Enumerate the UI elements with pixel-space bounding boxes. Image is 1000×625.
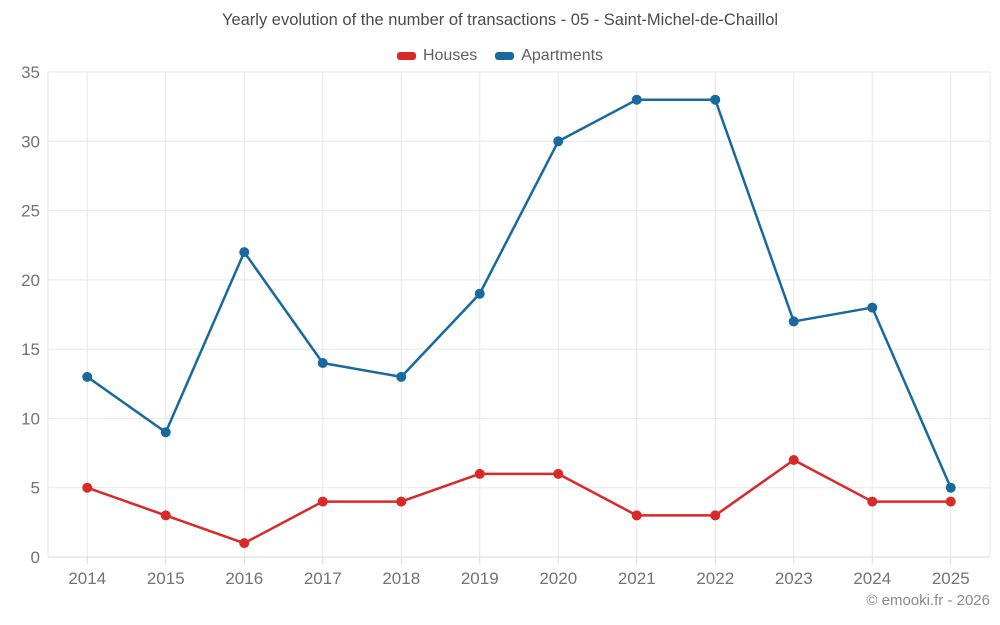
data-point-apartments-2025[interactable]: [945, 482, 956, 493]
data-point-houses-2016[interactable]: [239, 538, 250, 549]
x-tick-label: 2017: [304, 569, 342, 588]
data-point-apartments-2018[interactable]: [396, 371, 407, 382]
x-tick-label: 2025: [932, 569, 970, 588]
y-tick-label: 5: [31, 479, 40, 498]
x-tick-label: 2021: [618, 569, 656, 588]
data-point-houses-2021[interactable]: [631, 510, 642, 521]
x-tick-label: 2019: [461, 569, 499, 588]
y-tick-label: 0: [31, 548, 40, 567]
legend-label-houses: Houses: [422, 47, 478, 64]
chart-title: Yearly evolution of the number of transa…: [221, 11, 779, 29]
copyright-credit: © emooki.fr - 2026: [866, 592, 990, 609]
data-point-houses-2022[interactable]: [710, 510, 721, 521]
data-point-houses-2024[interactable]: [867, 496, 878, 507]
series-line-houses: [86, 458, 952, 545]
y-tick-label: 20: [21, 271, 40, 290]
legend-label-apartments: Apartments: [521, 47, 604, 64]
x-tick-label: 2018: [382, 569, 420, 588]
y-tick-label: 15: [21, 340, 40, 359]
legend: Houses Apartments: [0, 47, 1000, 65]
data-point-apartments-2017[interactable]: [317, 358, 328, 368]
x-tick-label: 2016: [225, 569, 263, 588]
data-point-apartments-2020[interactable]: [553, 136, 564, 147]
data-point-houses-2023[interactable]: [788, 455, 799, 465]
data-point-apartments-2021[interactable]: [631, 94, 642, 105]
houses-swatch-icon: [396, 52, 416, 60]
data-point-houses-2018[interactable]: [396, 496, 407, 507]
data-point-apartments-2015[interactable]: [160, 427, 171, 438]
x-tick-label: 2022: [696, 569, 734, 588]
data-point-apartments-2014[interactable]: [82, 371, 93, 382]
legend-item-houses[interactable]: Houses: [396, 47, 478, 65]
data-point-houses-2015[interactable]: [160, 510, 171, 521]
data-point-houses-2014[interactable]: [82, 482, 93, 493]
y-tick-label: 25: [21, 202, 40, 221]
data-point-houses-2025[interactable]: [945, 496, 956, 507]
x-tick-label: 2020: [539, 569, 577, 588]
data-point-apartments-2016[interactable]: [239, 247, 250, 258]
data-point-apartments-2019[interactable]: [474, 288, 485, 299]
x-tick-label: 2023: [775, 569, 813, 588]
data-point-houses-2019[interactable]: [474, 468, 485, 479]
data-point-houses-2017[interactable]: [317, 496, 328, 507]
data-point-apartments-2024[interactable]: [867, 302, 878, 313]
legend-item-apartments[interactable]: Apartments: [495, 47, 603, 65]
data-point-apartments-2023[interactable]: [788, 316, 799, 327]
series-line-apartments: [86, 98, 952, 489]
x-tick-label: 2024: [853, 569, 891, 588]
x-tick-label: 2015: [147, 569, 185, 588]
apartments-swatch-icon: [495, 52, 515, 60]
x-tick-label: 2014: [68, 569, 106, 588]
y-tick-label: 35: [21, 63, 40, 82]
y-tick-label: 10: [21, 409, 40, 428]
data-point-houses-2020[interactable]: [553, 468, 564, 479]
y-tick-label: 30: [21, 132, 40, 151]
data-point-apartments-2022[interactable]: [710, 94, 721, 105]
